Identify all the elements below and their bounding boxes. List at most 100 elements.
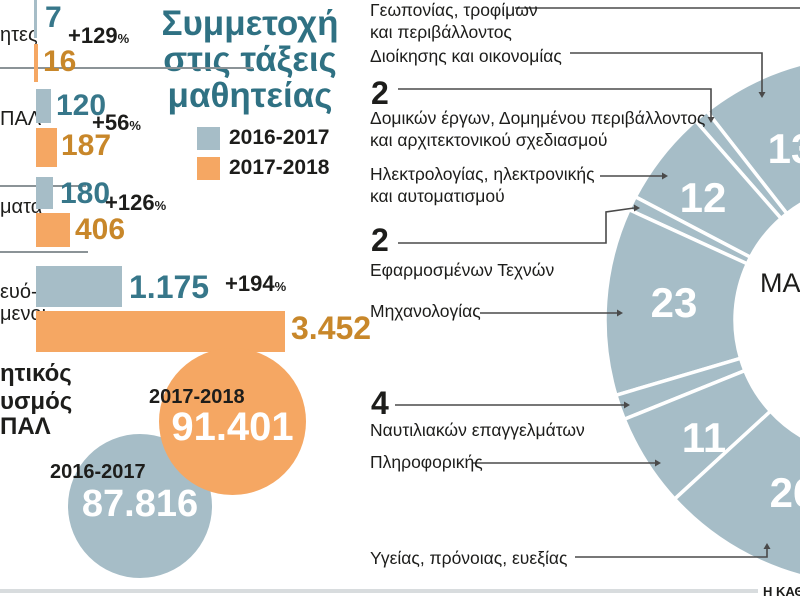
circle-year-label: 2016-2017	[50, 461, 146, 483]
bar-2017	[36, 311, 285, 352]
sector-count: 4	[371, 385, 389, 421]
bar-2016	[36, 177, 53, 209]
epal-population-block: ητικός υσμός ΠΑΛ 2016-2017 87.816 2017-2…	[0, 348, 330, 600]
leader-arrow	[655, 459, 661, 467]
page-title-line: στις τάξεις	[163, 40, 337, 80]
leader-arrow	[758, 92, 766, 98]
bar-row-label: ΠΑΛ	[0, 108, 42, 130]
population-title-fragment: ΠΑΛ	[0, 413, 51, 440]
donut-center-label: ΜΑ	[760, 268, 800, 298]
population-circle-2017	[159, 348, 306, 495]
legend-label: 2016-2017	[229, 126, 330, 149]
sector-label: Δομικών έργων, Δομημένου περιβάλλοντος κα…	[370, 107, 705, 152]
population-title-fragment: υσμός	[0, 388, 73, 415]
leader-arrow	[662, 172, 668, 180]
circle-year-label: 2017-2018	[149, 386, 245, 408]
sector-label: Εφαρμοσμένων Τεχνών	[370, 259, 554, 281]
sector-label-line: Ηλεκτρολογίας, ηλεκτρονικής	[370, 164, 595, 184]
bar-row-label: ευό-	[0, 281, 38, 303]
sector-label-line: Υγείας, πρόνοιας, ευεξίας	[370, 548, 568, 568]
bar-2016	[36, 266, 122, 307]
sector-count: 2	[371, 222, 389, 258]
circle-value: 87.816	[81, 483, 199, 525]
percent-sign: %	[117, 31, 130, 46]
sector-label-line: και περιβάλλοντος	[370, 22, 512, 43]
bar-value-2016: 180	[60, 177, 111, 210]
sector-label-line: και αυτοματισμού	[370, 186, 505, 207]
leader-arrow	[707, 117, 715, 123]
row-divider	[0, 67, 253, 69]
donut-hole	[735, 204, 800, 436]
page-title-line: μαθητείας	[167, 76, 333, 116]
legend-item-2016: 2016-2017	[197, 126, 329, 150]
bar-value-2017: 406	[75, 213, 126, 246]
footer-divider	[0, 589, 758, 593]
sector-label: Γεωπονίας, τροφίμων και περιβάλλοντος	[370, 0, 538, 44]
sector-label-line: Εφαρμοσμένων Τεχνών	[370, 260, 555, 280]
bar-value-2017: 3.452	[291, 310, 372, 346]
percent-sign: %	[154, 198, 167, 213]
bar-value-2016: 7	[45, 1, 62, 34]
sector-count: 2	[371, 75, 389, 111]
change-number: +194	[225, 271, 275, 296]
bar-value-2017: 187	[61, 129, 112, 162]
change-number: +126	[105, 190, 155, 215]
bar-row-label: μενοι	[0, 303, 47, 325]
sector-label-line: Διοίκησης και οικονομίας	[370, 46, 562, 66]
change-percent: +56%	[92, 110, 141, 136]
bar-2017	[36, 128, 57, 167]
percent-sign: %	[129, 118, 141, 133]
legend-label: 2017-2018	[229, 156, 330, 179]
sector-label: Μηχανολογίας	[370, 300, 481, 322]
change-percent: +129%	[68, 23, 129, 49]
participation-bar-chart: ητες 7 16 +129% ΠΑΛ 120 187 +56% ματα 180 406 +126%…	[0, 0, 372, 360]
change-number: +56	[92, 110, 130, 135]
bar-value-2017: 16	[43, 45, 77, 78]
sector-label: Διοίκησης και οικονομίας	[370, 45, 562, 67]
sector-label: Υγείας, πρόνοιας, ευεξίας	[370, 547, 567, 569]
leader-arrow	[624, 401, 630, 409]
donut-segment-value: 13	[768, 125, 800, 172]
change-number: +129	[68, 23, 118, 48]
sector-label-line: και αρχιτεκτονικού σχεδιασμού	[370, 130, 608, 151]
bar-2016	[36, 89, 51, 123]
sector-label-line: Ναυτιλιακών επαγγελμάτων	[370, 420, 585, 440]
donut-segment-value: 23	[651, 279, 698, 326]
legend-item-2017: 2017-2018	[197, 156, 329, 180]
leader-line	[575, 549, 768, 558]
leader-line	[398, 207, 635, 244]
circle-value: 91.401	[171, 405, 294, 449]
leader-arrow	[763, 543, 771, 549]
bar-2017	[34, 44, 38, 82]
bar-value-2016: 120	[56, 89, 107, 122]
row-divider	[0, 251, 88, 253]
bar-2016	[34, 0, 37, 38]
legend-swatch-orange	[197, 156, 220, 180]
leader-line	[398, 88, 712, 117]
leader-arrow	[634, 204, 640, 212]
change-percent: +194%	[225, 271, 286, 297]
page-title-line: Συμμετοχή	[161, 4, 339, 43]
donut-segment-value: 11	[682, 414, 726, 461]
sector-label-line: Μηχανολογίας	[370, 301, 481, 321]
sector-label: Ναυτιλιακών επαγγελμάτων	[370, 419, 585, 441]
change-percent: +126%	[105, 190, 166, 216]
sector-label-line: Πληροφορικής	[370, 452, 483, 472]
bar-row-label: ητες	[0, 24, 38, 46]
publisher-credit: Η ΚΑΘ	[763, 584, 800, 599]
sector-label: Πληροφορικής	[370, 451, 483, 473]
leader-arrow	[617, 309, 623, 317]
page-title: Συμμετοχή στις τάξεις μαθητείας	[150, 4, 350, 116]
bar-row-label: ματα	[0, 196, 43, 218]
legend-swatch-blue	[197, 126, 220, 150]
leader-line	[570, 52, 763, 92]
percent-sign: %	[274, 279, 287, 294]
sector-label-line: Δομικών έργων, Δομημένου περιβάλλοντος	[370, 108, 706, 128]
donut-segment-value: 12	[680, 174, 727, 221]
bar-value-2016: 1.175	[129, 269, 210, 305]
bar-2017	[36, 213, 70, 247]
population-title-fragment: ητικός	[0, 360, 72, 387]
